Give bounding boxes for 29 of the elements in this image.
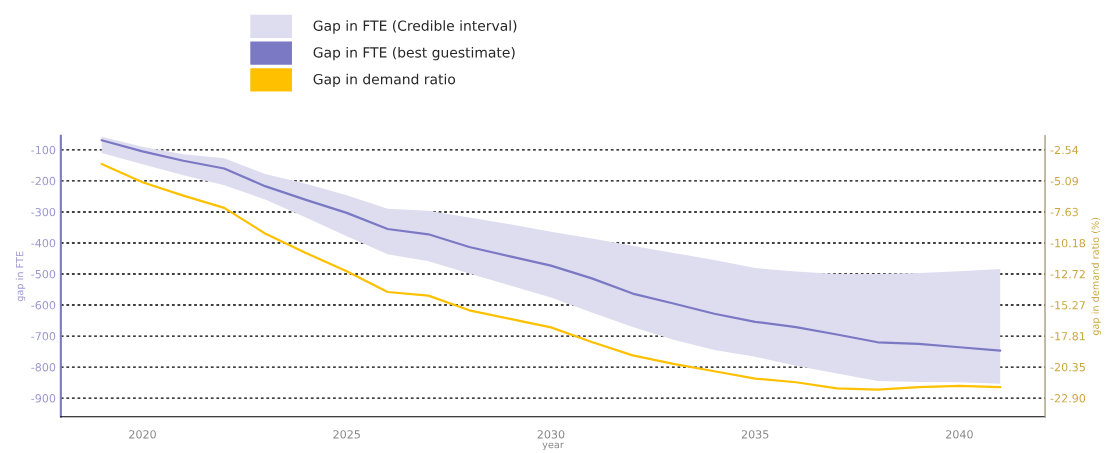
y-tick-label: -700 — [31, 332, 56, 341]
x-tick-label: 2030 — [537, 430, 565, 439]
y2-axis-title: gap in demand ratio (%) — [1091, 217, 1101, 336]
x-tick-label: 2025 — [333, 430, 360, 439]
y2-tick-label: -17.81 — [1050, 332, 1085, 341]
y-tick-label: -300 — [31, 207, 56, 217]
y2-tick-label: -22.90 — [1050, 394, 1086, 403]
x-axis-title: year — [542, 442, 564, 451]
y2-tick-label: -15.27 — [1050, 301, 1085, 310]
legend-label: Gap in FTE (best guestimate) — [313, 46, 515, 61]
y2-tick-label: -2.54 — [1050, 145, 1079, 155]
x-tick-label: 2020 — [129, 430, 156, 439]
y-axis-title: gap in FTE — [15, 251, 26, 302]
y-tick-label: -600 — [31, 301, 56, 310]
y-tick-label: -500 — [31, 269, 56, 279]
y-tick-label: -900 — [31, 394, 56, 403]
y-tick-label: -800 — [31, 363, 56, 372]
text: Gap in FTE (Credible interval) — [313, 20, 517, 34]
y-tick-label: -400 — [31, 238, 56, 248]
y-tick-label: -200 — [31, 176, 56, 186]
x-tick-label: 2035 — [741, 430, 769, 439]
y2-tick-label: -5.09 — [1050, 176, 1078, 186]
y2-tick-label: -7.63 — [1050, 207, 1078, 217]
x-tick-label: 2040 — [946, 430, 973, 439]
y2-tick-label: -12.72 — [1050, 269, 1085, 279]
legend-label: Gap in demand ratio — [313, 73, 456, 88]
y-tick-label: -100 — [31, 145, 56, 155]
y2-tick-label: -10.18 — [1050, 238, 1086, 248]
y2-tick-label: -20.35 — [1050, 362, 1085, 372]
